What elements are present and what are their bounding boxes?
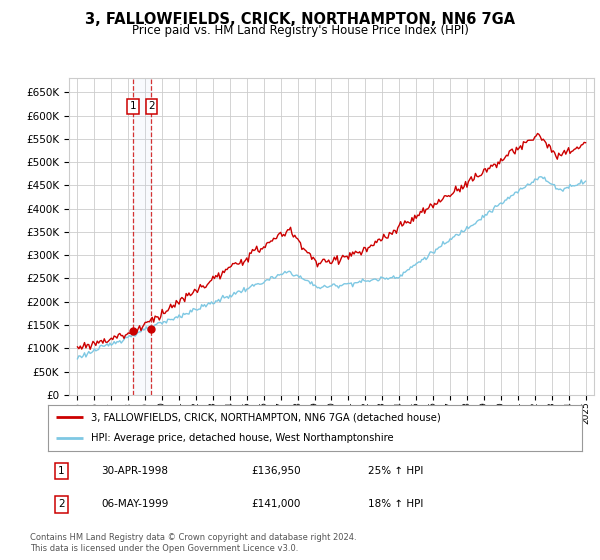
Text: Price paid vs. HM Land Registry's House Price Index (HPI): Price paid vs. HM Land Registry's House …	[131, 24, 469, 36]
Text: 25% ↑ HPI: 25% ↑ HPI	[368, 466, 424, 476]
Text: 1: 1	[130, 101, 136, 111]
Text: 3, FALLOWFIELDS, CRICK, NORTHAMPTON, NN6 7GA: 3, FALLOWFIELDS, CRICK, NORTHAMPTON, NN6…	[85, 12, 515, 27]
Text: 30-APR-1998: 30-APR-1998	[101, 466, 169, 476]
Text: 2: 2	[58, 500, 65, 510]
Text: £141,000: £141,000	[251, 500, 300, 510]
Bar	[133, 78, 151, 395]
Text: HPI: Average price, detached house, West Northamptonshire: HPI: Average price, detached house, West…	[91, 433, 394, 444]
Text: 3, FALLOWFIELDS, CRICK, NORTHAMPTON, NN6 7GA (detached house): 3, FALLOWFIELDS, CRICK, NORTHAMPTON, NN6…	[91, 412, 440, 422]
Text: 2: 2	[148, 101, 155, 111]
Text: 06-MAY-1999: 06-MAY-1999	[101, 500, 169, 510]
Text: £136,950: £136,950	[251, 466, 301, 476]
Text: 18% ↑ HPI: 18% ↑ HPI	[368, 500, 424, 510]
Text: 1: 1	[58, 466, 65, 476]
Text: Contains HM Land Registry data © Crown copyright and database right 2024.
This d: Contains HM Land Registry data © Crown c…	[30, 533, 356, 553]
